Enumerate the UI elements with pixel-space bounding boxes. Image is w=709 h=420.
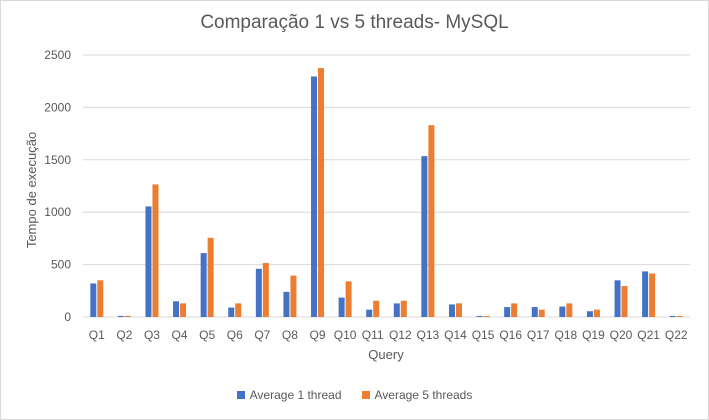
- bar-series-1-q8: [283, 291, 290, 317]
- x-tick-label: Q22: [665, 328, 688, 342]
- legend: Average 1 thread Average 5 threads: [0, 388, 709, 402]
- bar-series-2-q10: [345, 281, 352, 317]
- x-tick-label: Q6: [227, 328, 243, 342]
- y-tick-labels: 0 500 1000 1500 2000 2500: [44, 48, 71, 324]
- x-tick-label: Q2: [116, 328, 132, 342]
- bar-series-1-q21: [642, 271, 649, 317]
- gridlines: [83, 54, 690, 318]
- bar-series-2-q11: [373, 300, 380, 317]
- bar-series-1-q11: [366, 309, 373, 317]
- bar-series-2-q8: [290, 275, 297, 317]
- legend-swatch-series-2: [361, 391, 370, 399]
- bar-series-1-q9: [311, 76, 318, 317]
- x-tick-label: Q1: [89, 328, 105, 342]
- x-tick-labels: Q1 Q2 Q3 Q4 Q5 Q6 Q7 Q8 Q9 Q10 Q11 Q12 Q13 Q14 Q15 Q16 Q…: [89, 328, 688, 342]
- bar-series-2-q19: [593, 309, 600, 317]
- y-tick-label: 2000: [44, 100, 71, 114]
- bar-series-2-q18: [566, 303, 573, 317]
- bar-series-1-q15: [476, 315, 483, 317]
- bar-series-2-q16: [511, 303, 518, 317]
- bar-series-2-q5: [207, 237, 214, 317]
- y-tick-label: 2500: [44, 48, 71, 62]
- x-tick-label: Q11: [362, 328, 384, 342]
- legend-label-series-2: Average 5 threads: [374, 388, 473, 402]
- x-tick-label: Q16: [499, 328, 522, 342]
- bar-series-2-q14: [455, 303, 462, 317]
- y-tick-label: 1000: [44, 205, 71, 219]
- x-tick-label: Q19: [582, 328, 605, 342]
- x-tick-label: Q5: [199, 328, 215, 342]
- bar-series-2-q7: [262, 263, 269, 317]
- bar-series-2-q21: [649, 273, 656, 317]
- bars: [90, 68, 683, 317]
- bar-series-2-q12: [400, 300, 407, 317]
- bar-series-2-q6: [235, 303, 242, 317]
- y-tick-label: 1500: [44, 153, 71, 167]
- bar-series-2-q20: [621, 286, 628, 317]
- x-axis-label: Query: [368, 347, 404, 362]
- bar-series-1-q4: [173, 301, 180, 317]
- bar-series-2-q2: [124, 315, 131, 317]
- bar-series-2-q15: [483, 315, 490, 317]
- bar-series-2-q17: [538, 309, 545, 317]
- bar-series-1-q3: [145, 206, 152, 317]
- y-tick-label: 500: [51, 258, 71, 272]
- bar-series-2-q13: [428, 125, 435, 317]
- legend-item-series-1: Average 1 thread: [236, 388, 342, 402]
- y-tick-label: 0: [64, 310, 71, 324]
- x-tick-label: Q7: [254, 328, 270, 342]
- x-tick-label: Q8: [282, 328, 298, 342]
- bar-series-1-q14: [448, 304, 455, 317]
- bar-series-1-q13: [421, 156, 428, 317]
- legend-label-series-1: Average 1 thread: [249, 388, 342, 402]
- bar-series-1-q1: [90, 283, 97, 317]
- bar-series-1-q6: [228, 307, 235, 317]
- legend-swatch-series-1: [236, 391, 245, 399]
- bar-series-2-q1: [97, 280, 104, 317]
- bar-series-1-q7: [255, 268, 262, 317]
- x-tick-label: Q17: [527, 328, 550, 342]
- bar-series-1-q20: [614, 280, 621, 317]
- bar-series-2-q4: [180, 303, 187, 317]
- bar-series-1-q2: [117, 315, 124, 317]
- bar-series-1-q22: [669, 315, 676, 317]
- bar-series-1-q16: [504, 307, 511, 317]
- bar-series-1-q19: [586, 311, 593, 317]
- x-tick-label: Q21: [637, 328, 660, 342]
- x-tick-label: Q13: [417, 328, 440, 342]
- bar-series-1-q10: [338, 297, 345, 317]
- bar-series-1-q12: [393, 303, 400, 317]
- bar-series-2-q3: [152, 184, 159, 317]
- x-tick-label: Q20: [610, 328, 633, 342]
- x-tick-label: Q14: [444, 328, 467, 342]
- x-tick-label: Q9: [310, 328, 326, 342]
- x-tick-label: Q12: [389, 328, 412, 342]
- x-tick-label: Q3: [144, 328, 160, 342]
- y-axis-label: Tempo de execução: [24, 132, 39, 248]
- x-tick-label: Q15: [472, 328, 495, 342]
- bar-series-2-q9: [318, 68, 325, 317]
- bar-series-1-q5: [200, 253, 207, 317]
- legend-item-series-2: Average 5 threads: [361, 388, 473, 402]
- x-tick-label: Q10: [334, 328, 357, 342]
- x-tick-label: Q18: [554, 328, 577, 342]
- bar-series-1-q17: [531, 307, 538, 317]
- chart-title: Comparação 1 vs 5 threads- MySQL: [200, 12, 509, 33]
- bar-series-1-q18: [559, 306, 566, 317]
- x-tick-label: Q4: [172, 328, 188, 342]
- bar-series-2-q22: [676, 315, 683, 317]
